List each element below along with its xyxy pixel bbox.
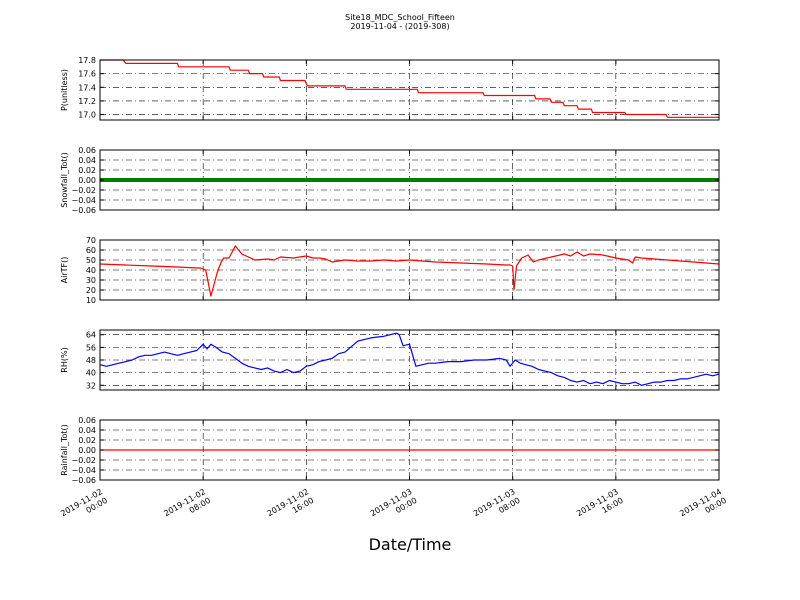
y-tick-label: 17.4 [78, 83, 96, 92]
series-line [100, 59, 719, 118]
panel-4: −0.06−0.04−0.020.000.020.040.06 Rainfall_… [60, 416, 720, 485]
y-tick-label: 17.2 [78, 97, 96, 106]
y-tick-label: 0.06 [78, 146, 96, 155]
panel-0: 17.0 17.2 17.4 17.6 17.8 P(unitless) [60, 56, 720, 121]
y-tick-label: 0.02 [78, 166, 96, 175]
y-tick-label: 20 [86, 286, 96, 295]
y-tick-label: 0.00 [78, 176, 96, 185]
panel-3: 32 40 48 56 64 RH(%) [60, 329, 720, 391]
y-tick-label: 40 [86, 266, 96, 275]
y-tick-label: 30 [86, 276, 96, 285]
y-axis-label: RH(%) [60, 347, 69, 372]
figure-subtitle: 2019-11-04 - (2019-308) [350, 22, 449, 31]
x-axis-label: Date/Time [369, 535, 452, 554]
series-line [99, 245, 720, 297]
y-tick-label: −0.06 [71, 206, 96, 215]
y-tick-label: 0.04 [78, 156, 96, 165]
y-tick-label: −0.06 [71, 476, 96, 485]
y-tick-label: 50 [86, 256, 96, 265]
y-tick-label: 70 [86, 236, 96, 245]
y-tick-label: −0.02 [71, 186, 96, 195]
y-tick-label: 0.02 [78, 436, 96, 445]
y-tick-label: 0.00 [78, 446, 96, 455]
y-tick-label: −0.04 [71, 196, 96, 205]
y-tick-label: 17.0 [78, 111, 96, 120]
y-tick-label: 40 [86, 369, 96, 378]
y-tick-label: 32 [86, 381, 96, 390]
series-line [99, 332, 720, 386]
y-tick-label: 60 [86, 246, 96, 255]
y-axis-label: P(unitless) [60, 69, 69, 111]
y-tick-label: −0.02 [71, 456, 96, 465]
y-tick-label: 17.8 [78, 56, 96, 65]
panels-group: 17.017.217.417.617.8P(unitless)−0.06−0.0… [60, 56, 720, 485]
y-axis-label: Snowfall_Tot() [60, 152, 69, 208]
figure-title: Site18_MDC_School_Fifteen [345, 13, 455, 22]
y-tick-label: −0.04 [71, 466, 96, 475]
y-tick-label: 0.04 [78, 426, 96, 435]
y-tick-label: 10 [86, 296, 96, 305]
y-tick-label: 17.6 [78, 70, 96, 79]
y-tick-label: 56 [86, 343, 96, 352]
y-tick-label: 0.06 [78, 416, 96, 425]
y-axis-label: AirTF() [60, 257, 69, 284]
panel-1: −0.06−0.04−0.020.000.020.040.06 Snowfall_… [60, 146, 720, 215]
y-tick-label: 64 [86, 331, 96, 340]
y-tick-label: 48 [86, 356, 96, 365]
y-axis-label: Rainfall_Tot() [60, 424, 69, 476]
